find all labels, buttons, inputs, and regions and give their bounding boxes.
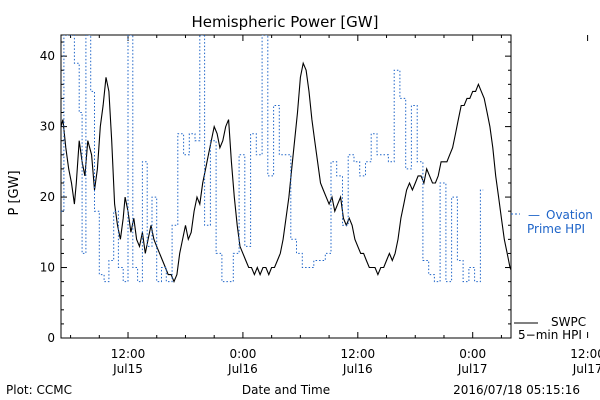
legend-swpc-line2: 5−min HPI bbox=[518, 328, 582, 342]
y-tick-label: 10 bbox=[40, 261, 55, 275]
series-layer bbox=[61, 35, 511, 284]
series-line-swpc bbox=[61, 61, 511, 284]
y-axis-label: P [GW] bbox=[7, 170, 22, 215]
legend-ovation: — Ovation Prime HPI bbox=[511, 208, 593, 236]
x-tick-time-label: 12:00 bbox=[111, 347, 146, 361]
x-tick-date-label: Jul15 bbox=[112, 362, 143, 376]
y-tick-label: 40 bbox=[40, 49, 55, 63]
x-axis-label: Date and Time bbox=[242, 383, 330, 397]
plot-frame bbox=[60, 34, 512, 339]
footer-plot-credit: Plot: CCMC bbox=[6, 383, 72, 397]
legend-swpc-line1: SWPC bbox=[551, 315, 586, 329]
legend-swpc: SWPC 5−min HPI bbox=[514, 315, 586, 342]
y-axis: 0 10 20 30 40 bbox=[40, 41, 511, 345]
legend-ovation-dash: — bbox=[528, 208, 540, 222]
x-tick-date-label: Jul17 bbox=[572, 362, 600, 376]
x-tick-time-label: 0:00 bbox=[459, 347, 486, 361]
x-tick-time-label: 12:00 bbox=[341, 347, 376, 361]
chart-title: Hemispheric Power [GW] bbox=[192, 13, 379, 31]
x-tick-time-label: 12:00 bbox=[570, 347, 600, 361]
x-tick-time-label: 0:00 bbox=[229, 347, 256, 361]
legend-ovation-line1: Ovation bbox=[546, 208, 593, 222]
y-tick-label: 0 bbox=[47, 331, 55, 345]
x-tick-date-label: Jul16 bbox=[227, 362, 258, 376]
x-tick-date-label: Jul17 bbox=[457, 362, 488, 376]
series-line-ovation-prime bbox=[61, 35, 484, 283]
y-tick-label: 20 bbox=[40, 190, 55, 204]
y-tick-label: 30 bbox=[40, 120, 55, 134]
footer-timestamp: 2016/07/18 05:15:16 bbox=[453, 383, 580, 397]
legend-ovation-line2: Prime HPI bbox=[527, 222, 585, 236]
x-axis: 12:00Jul150:00Jul1612:00Jul160:00Jul1712… bbox=[70, 35, 600, 376]
x-tick-date-label: Jul16 bbox=[342, 362, 373, 376]
